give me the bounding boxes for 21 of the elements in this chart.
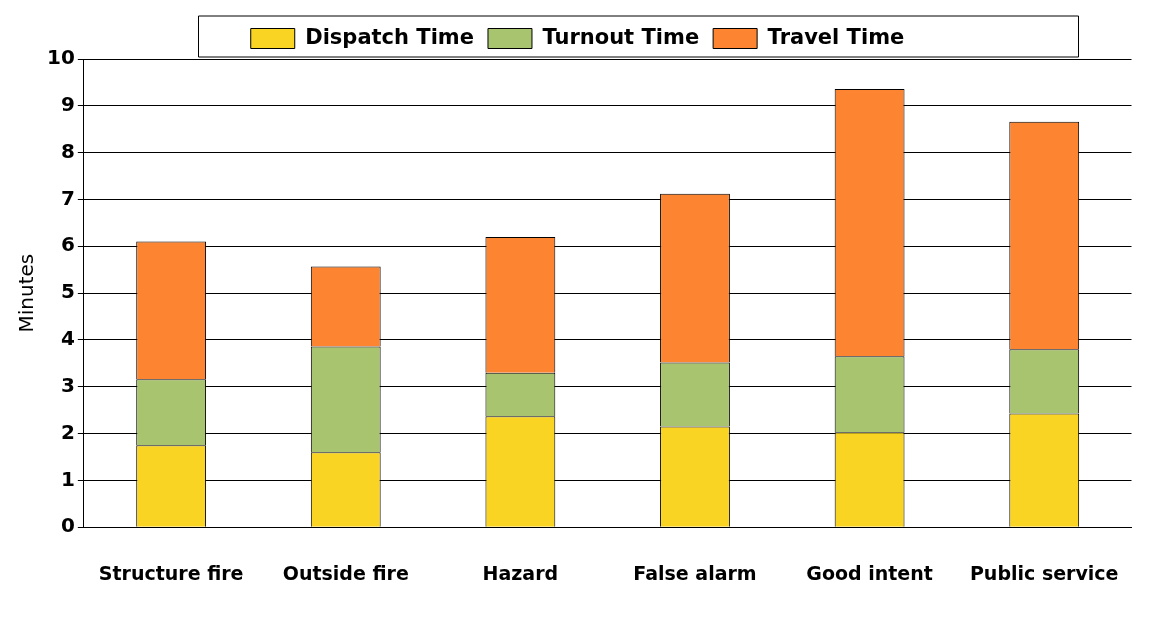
x-tick-label: Good intent	[806, 561, 933, 584]
y-tick-label: 0	[60, 513, 75, 538]
y-tick-label: 9	[60, 92, 75, 117]
y-axis-title: Minutes	[14, 253, 39, 333]
y-tick-label: 4	[60, 326, 75, 351]
x-tick-label: Outside fire	[282, 561, 409, 584]
legend-label: Travel Time	[767, 24, 905, 49]
x-tick-label: Public service	[969, 561, 1119, 584]
legend-label: Turnout Time	[542, 24, 700, 49]
y-tick-label: 5	[60, 279, 75, 304]
y-tick-label: 10	[46, 45, 75, 70]
y-tick-label: 8	[60, 138, 75, 163]
y-tick-label: 7	[60, 185, 75, 210]
y-tick-label: 1	[60, 466, 75, 491]
y-tick-label: 3	[60, 372, 75, 397]
y-tick-label: 6	[60, 232, 75, 257]
x-tick-label: False alarm	[633, 561, 757, 584]
x-tick-label: Hazard	[482, 561, 559, 584]
x-tick-label: Structure fire	[98, 561, 244, 584]
y-tick-label: 2	[60, 419, 75, 444]
legend-label: Dispatch Time	[305, 24, 474, 49]
